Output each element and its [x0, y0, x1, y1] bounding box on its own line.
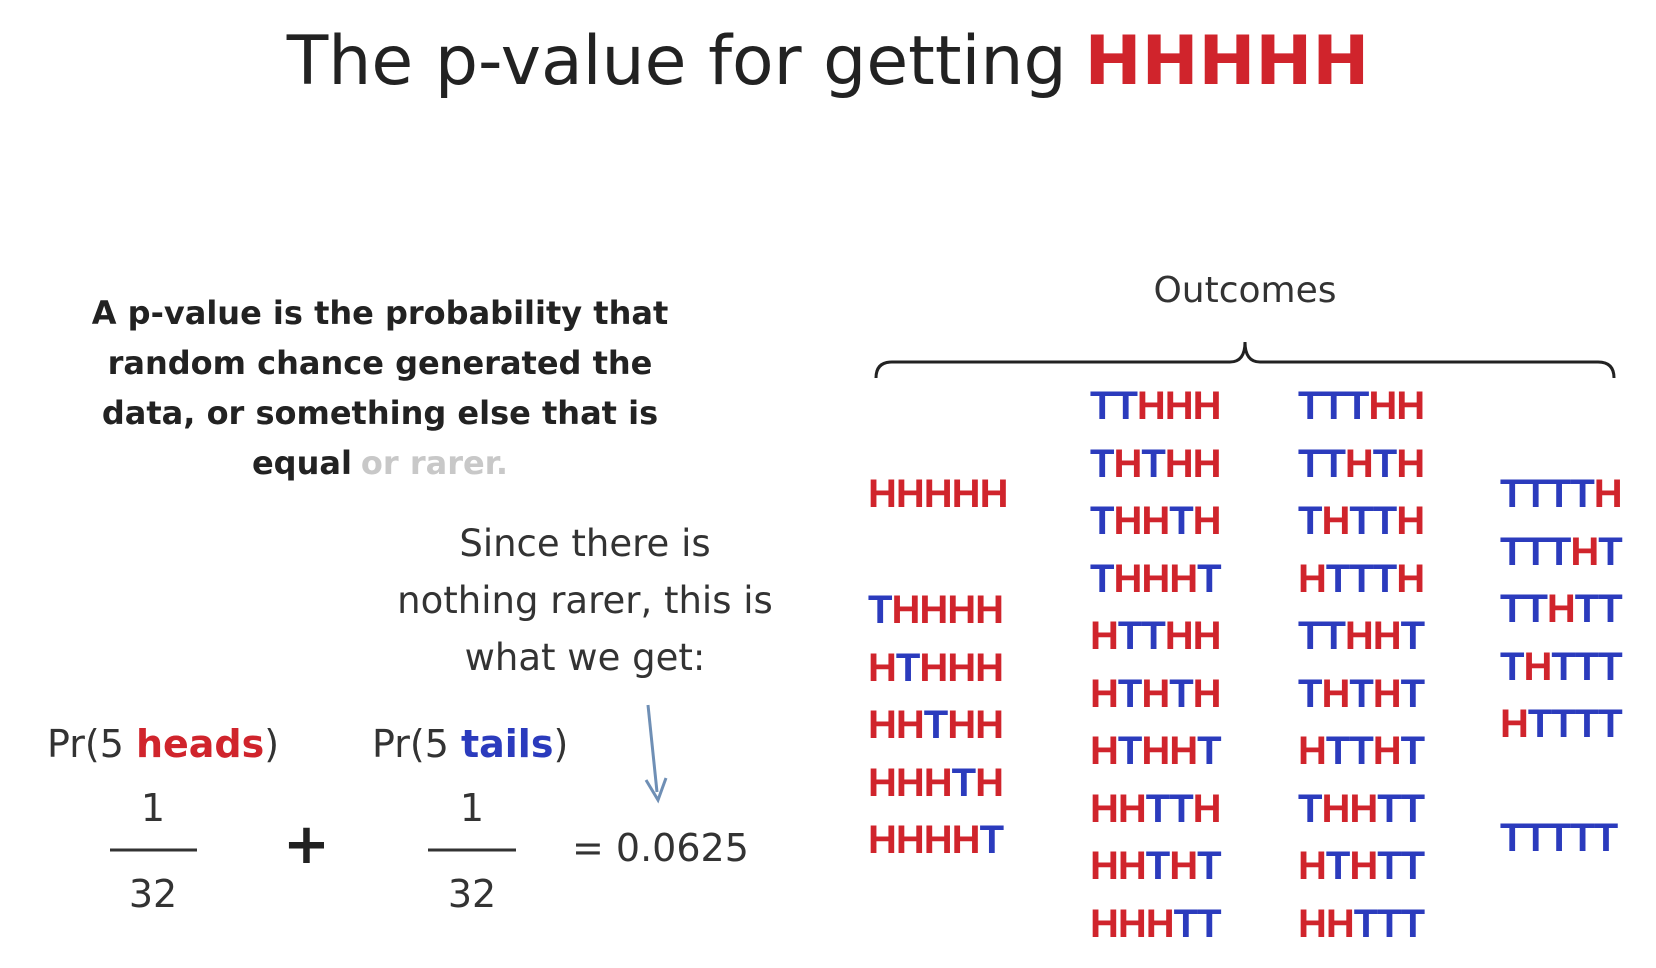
title: The p-value for getting HHHHH [0, 22, 1656, 101]
arrow-head [644, 777, 668, 804]
prob-label: Pr(5 heads) [47, 722, 279, 766]
suffix: ) [264, 722, 280, 766]
outcome: HTHHT [1090, 729, 1222, 773]
definition-faded: or rarer. [360, 444, 509, 482]
outcome: THTTT [1500, 644, 1623, 689]
outcome: TTHHH [1090, 384, 1222, 428]
outcome: HTHTH [1090, 671, 1222, 716]
outcome: THHHT [1090, 556, 1222, 601]
outcome: THHTH [1090, 499, 1222, 543]
definition: A p-value is the probability that random… [80, 288, 680, 488]
outcome: HHTHH [868, 703, 1004, 747]
outcome: HHHTH [868, 760, 1004, 805]
outcome: TTHTT [1500, 587, 1623, 631]
result: = 0.0625 [572, 826, 749, 870]
title-text: The p-value for getting [286, 22, 1067, 101]
outcome: TTTHT [1500, 529, 1623, 574]
prefix: Pr(5 [47, 722, 124, 766]
operator: + [283, 812, 330, 877]
arrow [646, 704, 659, 793]
outcome: TTTTT [1500, 816, 1618, 860]
suffix: ) [553, 722, 569, 766]
outcome: HTTTT [1500, 702, 1623, 746]
prob-label: Pr(5 tails) [372, 722, 568, 766]
outcome: THTTH [1298, 499, 1425, 543]
numerator: 1 [140, 786, 166, 830]
outcome: HTTTH [1298, 556, 1425, 601]
outcome: THHHH [868, 588, 1004, 632]
outcome: THTHT [1298, 671, 1425, 716]
outcome: HTHTT [1298, 844, 1425, 888]
outcome: THHTT [1298, 786, 1425, 831]
denominator: 32 [447, 872, 497, 916]
outcomes-label: Outcomes [1153, 270, 1337, 311]
brace [874, 341, 1616, 379]
denominator: 32 [128, 872, 178, 916]
outcome: HTTHT [1298, 729, 1425, 773]
word: heads [135, 722, 265, 766]
outcome: TTTHH [1298, 384, 1425, 428]
numerator: 1 [459, 786, 485, 830]
outcome: HTTHH [1090, 614, 1222, 658]
outcome: HHHTT [1090, 901, 1222, 946]
definition-text: A p-value is the probability that random… [91, 294, 669, 482]
outcome: HHTTH [1090, 786, 1222, 831]
outcome: HHHHT [868, 818, 1004, 862]
outcome: TTHTH [1298, 441, 1425, 486]
title-highlight: HHHHH [1084, 22, 1370, 101]
outcome: HHTTT [1298, 901, 1425, 946]
note: Since there is nothing rarer, this is wh… [397, 522, 773, 679]
word: tails [460, 722, 554, 766]
outcome: THTHH [1090, 441, 1222, 486]
prefix: Pr(5 [372, 722, 449, 766]
outcome: HHTHT [1090, 844, 1222, 888]
outcome: TTTTH [1500, 472, 1623, 516]
outcome: HHHHH [868, 472, 1008, 516]
outcome: HTHHH [868, 645, 1004, 690]
outcome: TTHHT [1298, 614, 1425, 658]
